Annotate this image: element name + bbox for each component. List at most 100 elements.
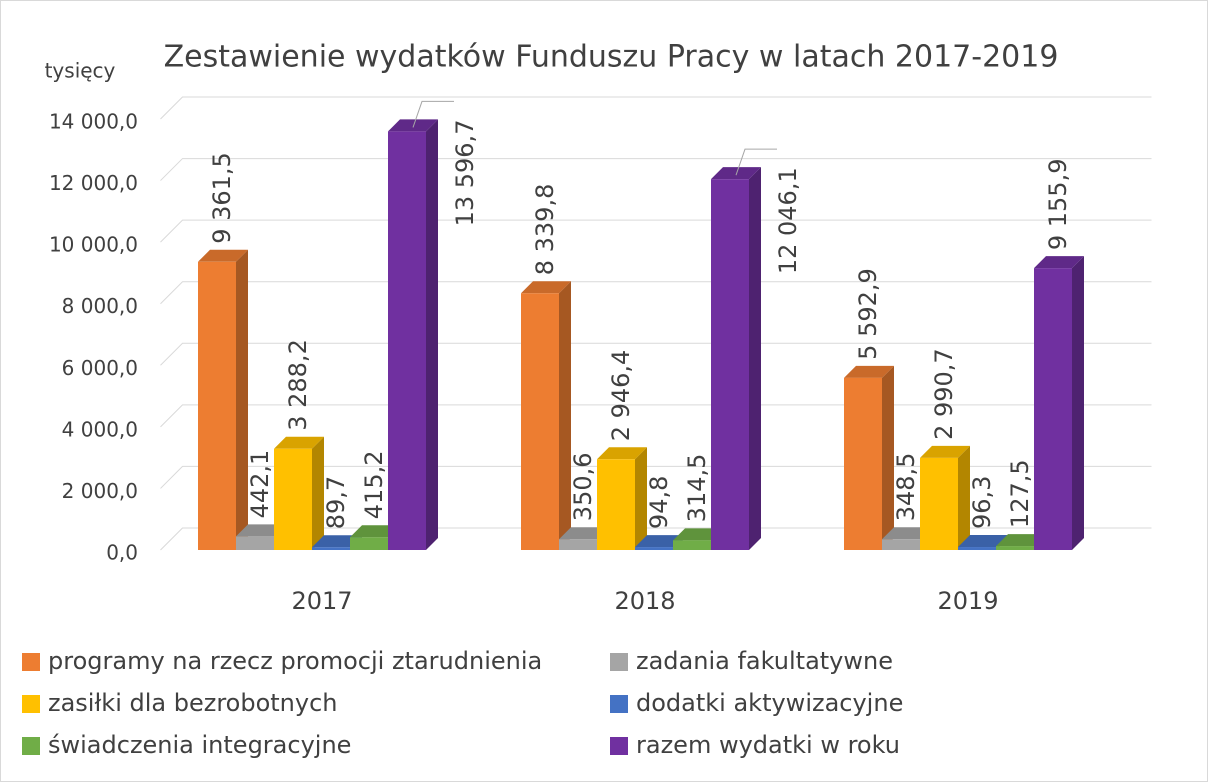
bar-top [312,535,362,548]
data-label: 9 155,9 [1044,159,1072,251]
bar-front [521,293,559,550]
y-tick-label: 8 000,0 [62,294,138,318]
data-label: 348,5 [892,453,920,522]
y-tick-label: 6 000,0 [62,356,138,380]
bar-side [312,436,324,550]
bar-top [958,535,1008,548]
bar-top [236,524,286,537]
x-tick-label: 2019 [937,587,998,615]
bar-top [635,535,685,548]
bar-front [711,179,749,550]
bar-front [198,261,236,550]
bar-front [844,377,882,550]
leader-line [412,100,454,128]
data-label: 3 288,2 [284,339,312,431]
grid-line [160,96,1152,120]
data-label: 350,6 [569,452,597,521]
bar-side [426,119,438,550]
bar-top [1034,256,1084,269]
data-label: 13 596,7 [451,120,479,227]
bar [521,281,571,550]
legend-label: zasiłki dla bezrobotnych [48,689,338,717]
x-tick-label: 2018 [614,587,675,615]
bar-front [559,539,597,550]
bar [388,119,438,550]
legend-label: dodatki aktywizacyjne [636,689,903,717]
x-tick-label: 2017 [291,587,352,615]
legend-label: razem wydatki w roku [636,731,900,759]
legend-label: świadczenia integracyjne [48,731,351,759]
data-label: 8 339,8 [531,184,559,276]
bar-top [198,249,248,262]
data-label: 415,2 [360,450,388,519]
bar-side [559,281,571,550]
bar [920,445,970,550]
grid-line [160,465,1152,489]
y-tick-label: 0,0 [106,541,138,565]
bar-front [996,546,1034,550]
bar-front [350,537,388,550]
legend-swatch [22,653,40,671]
bar-top [559,527,609,540]
bar-front [635,547,673,550]
data-label: 96,3 [968,476,996,529]
legend-swatch [610,695,628,713]
bar-side [882,365,894,550]
bar-front [1034,268,1072,550]
bar-front [673,540,711,550]
legend-label: programy na rzecz promocji ztarudnienia [48,647,542,675]
bar-top [388,119,438,132]
bar-front [920,457,958,550]
data-label: 2 990,7 [930,348,958,440]
grid-line [160,281,1152,305]
bar [844,365,894,550]
bar-top [920,445,970,458]
bar-front [958,547,996,550]
bar-side [958,445,970,550]
bar-top [597,447,647,460]
legend-label: zadania fakultatywne [636,647,893,675]
y-tick-label: 10 000,0 [49,233,138,257]
legend-swatch [610,737,628,755]
bar-top [274,436,324,449]
bar [274,436,324,550]
bar-front [388,131,426,550]
y-axis-label: tysięcy [45,59,116,83]
bar-front [274,448,312,550]
bar-front [597,459,635,550]
data-label: 12 046,1 [774,167,802,274]
y-tick-label: 12 000,0 [49,171,138,195]
legend-swatch [610,653,628,671]
bar-side [1072,256,1084,550]
bar [198,249,248,550]
data-label: 9 361,5 [208,152,236,244]
data-label: 314,5 [683,454,711,523]
data-label: 94,8 [645,476,673,529]
bar [597,447,647,550]
bar-top [711,167,761,180]
grid-line [160,219,1152,243]
legend-swatch [22,737,40,755]
bar-top [350,525,400,538]
bar-front [236,536,274,550]
data-label: 5 592,9 [854,268,882,360]
leader-line [735,148,777,176]
grid-line [160,404,1152,428]
bar-front [312,547,350,550]
legend-swatch [22,695,40,713]
data-label: 127,5 [1006,459,1034,528]
grid-line [160,158,1152,181]
chart-title: Zestawienie wydatków Funduszu Pracy w la… [164,40,1059,75]
bar-top [673,528,723,541]
grid-line [160,342,1152,366]
bar-top [996,534,1046,547]
bar-side [635,447,647,550]
bar-front [882,539,920,550]
bar [711,167,761,550]
y-tick-label: 2 000,0 [62,479,138,503]
bar [1034,256,1084,550]
data-label: 442,1 [246,450,274,519]
data-label: 2 946,4 [607,350,635,442]
bar-top [882,527,932,540]
